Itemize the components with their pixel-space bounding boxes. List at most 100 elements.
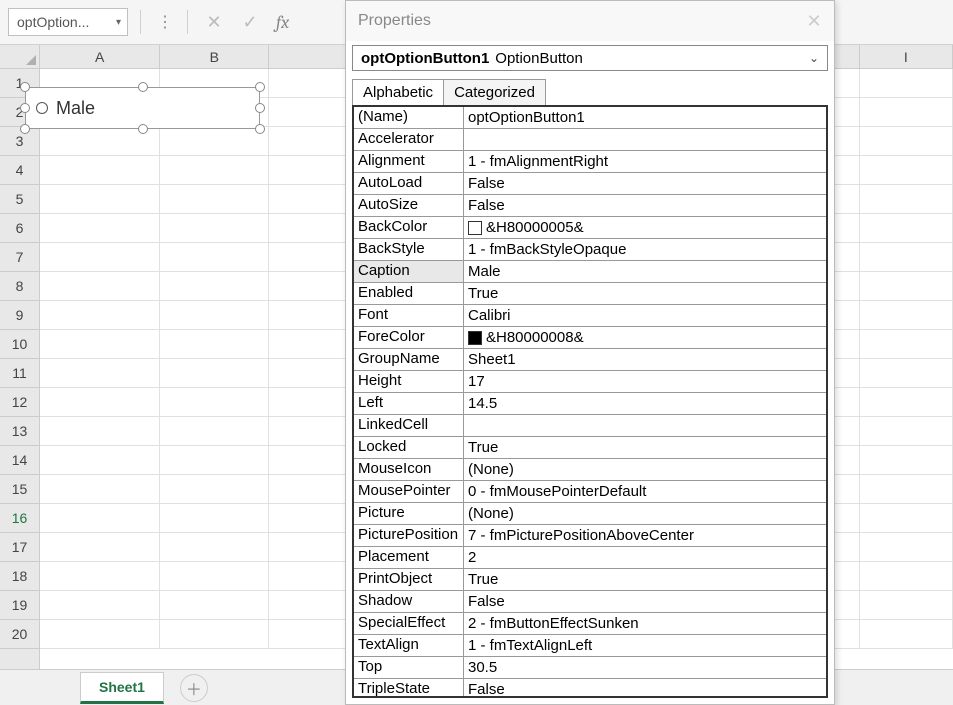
property-value[interactable]: 0 - fmMousePointerDefault [464,481,826,502]
cell[interactable] [160,330,269,359]
property-row[interactable]: ForeColor&H80000008& [354,327,826,349]
resize-handle[interactable] [255,124,265,134]
properties-tab[interactable]: Alphabetic [352,79,444,105]
cell[interactable] [860,243,953,272]
cell[interactable] [40,243,160,272]
cell[interactable] [860,388,953,417]
add-sheet-button[interactable]: ＋ [180,674,208,702]
property-value[interactable]: 30.5 [464,657,826,678]
property-row[interactable]: Alignment1 - fmAlignmentRight [354,151,826,173]
property-value[interactable]: True [464,283,826,304]
property-row[interactable]: TripleStateFalse [354,679,826,698]
resize-handle[interactable] [20,103,30,113]
row-header[interactable]: 10 [0,330,39,359]
row-header[interactable]: 18 [0,562,39,591]
cell[interactable] [860,533,953,562]
property-value[interactable]: 1 - fmTextAlignLeft [464,635,826,656]
property-row[interactable]: Placement2 [354,547,826,569]
property-value[interactable]: 7 - fmPicturePositionAboveCenter [464,525,826,546]
select-all-corner[interactable] [0,45,40,69]
property-row[interactable]: Height17 [354,371,826,393]
property-row[interactable]: ShadowFalse [354,591,826,613]
cell[interactable] [40,214,160,243]
close-icon[interactable]: ✕ [800,7,828,35]
row-header[interactable]: 3 [0,127,39,156]
resize-handle[interactable] [138,82,148,92]
property-row[interactable]: CaptionMale [354,261,826,283]
cell[interactable] [860,330,953,359]
cell[interactable] [860,562,953,591]
cell[interactable] [40,301,160,330]
cell[interactable] [160,417,269,446]
cell[interactable] [160,359,269,388]
property-row[interactable]: GroupNameSheet1 [354,349,826,371]
property-value[interactable]: Calibri [464,305,826,326]
resize-handle[interactable] [20,124,30,134]
properties-titlebar[interactable]: Properties ✕ [346,1,834,41]
row-header[interactable]: 15 [0,475,39,504]
cell[interactable] [160,301,269,330]
cell[interactable] [860,504,953,533]
cell[interactable] [160,388,269,417]
property-row[interactable]: BackColor&H80000005& [354,217,826,239]
cell[interactable] [160,185,269,214]
cell[interactable] [860,127,953,156]
property-row[interactable]: BackStyle1 - fmBackStyleOpaque [354,239,826,261]
property-row[interactable]: LinkedCell [354,415,826,437]
row-header[interactable]: 12 [0,388,39,417]
row-header[interactable]: 6 [0,214,39,243]
cell[interactable] [160,562,269,591]
property-value[interactable]: 2 - fmButtonEffectSunken [464,613,826,634]
cell[interactable] [860,475,953,504]
property-value[interactable]: True [464,569,826,590]
column-header[interactable]: B [160,45,269,68]
property-value[interactable]: &H80000008& [464,327,826,348]
cell[interactable] [860,446,953,475]
property-row[interactable]: Accelerator [354,129,826,151]
property-row[interactable]: SpecialEffect2 - fmButtonEffectSunken [354,613,826,635]
property-value[interactable]: 1 - fmAlignmentRight [464,151,826,172]
property-value[interactable]: False [464,195,826,216]
more-icon[interactable]: ⋮ [153,12,175,32]
row-header[interactable]: 8 [0,272,39,301]
property-value[interactable]: False [464,679,826,698]
confirm-icon[interactable]: ✓ [236,8,264,36]
cell[interactable] [40,330,160,359]
row-header[interactable]: 19 [0,591,39,620]
cell[interactable] [860,591,953,620]
cell[interactable] [160,214,269,243]
row-header[interactable]: 4 [0,156,39,185]
cell[interactable] [860,98,953,127]
row-header[interactable]: 11 [0,359,39,388]
row-header[interactable]: 14 [0,446,39,475]
property-value[interactable]: Male [464,261,826,282]
property-row[interactable]: PrintObjectTrue [354,569,826,591]
column-header[interactable]: A [40,45,160,68]
cell[interactable] [160,127,269,156]
cell[interactable] [860,156,953,185]
cell[interactable] [40,562,160,591]
property-row[interactable]: PicturePosition7 - fmPicturePositionAbov… [354,525,826,547]
properties-tab[interactable]: Categorized [443,79,546,105]
row-header[interactable]: 16 [0,504,39,533]
row-header[interactable]: 13 [0,417,39,446]
column-header[interactable]: I [860,45,953,68]
property-value[interactable]: 17 [464,371,826,392]
cell[interactable] [40,533,160,562]
cell[interactable] [40,156,160,185]
property-row[interactable]: EnabledTrue [354,283,826,305]
cell[interactable] [40,388,160,417]
property-row[interactable]: TextAlign1 - fmTextAlignLeft [354,635,826,657]
option-button-control[interactable]: Male [25,87,260,129]
property-value[interactable]: True [464,437,826,458]
cell[interactable] [40,417,160,446]
row-header[interactable]: 20 [0,620,39,649]
fx-icon[interactable]: fx [272,12,293,33]
cell[interactable] [40,185,160,214]
cell[interactable] [40,359,160,388]
cell[interactable] [860,272,953,301]
property-value[interactable]: (None) [464,459,826,480]
property-row[interactable]: LockedTrue [354,437,826,459]
property-row[interactable]: AutoSizeFalse [354,195,826,217]
property-row[interactable]: Top30.5 [354,657,826,679]
